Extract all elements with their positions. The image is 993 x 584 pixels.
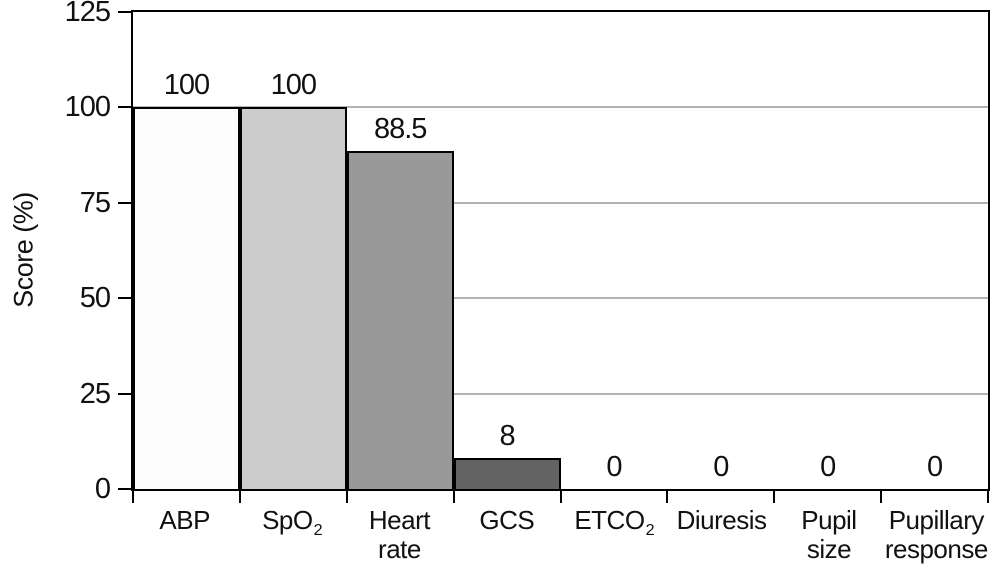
- x-label-line1: Pupillary: [888, 505, 985, 535]
- y-tick-label-100: 100: [64, 91, 111, 124]
- bar-gcs: [453, 458, 561, 489]
- bars-container: 100 100 88.5 8 0 0 0 0: [133, 12, 988, 489]
- y-tick-label-50: 50: [79, 282, 111, 315]
- x-tick-1: [238, 489, 241, 503]
- x-label-diuresis: Diuresis: [668, 506, 775, 535]
- bar-spo2: [239, 107, 347, 489]
- x-label-line1: Pupil: [801, 505, 857, 535]
- x-label-line1: Diuresis: [676, 505, 767, 535]
- bar-value-pupillary-response: 0: [926, 451, 943, 483]
- x-tick-0: [132, 489, 134, 503]
- x-label-etco2: ETCO2: [561, 505, 668, 540]
- x-label-subscript: 2: [645, 521, 655, 540]
- x-label-line1: GCS: [479, 505, 535, 535]
- plot-area: 100 100 88.5 8 0 0 0 0: [131, 10, 990, 491]
- bar-abp: [133, 107, 240, 489]
- bar-value-heart-rate: 88.5: [373, 113, 427, 146]
- x-label-pupillary-response: Pupillary response: [883, 506, 990, 564]
- gridline-100: [133, 106, 988, 109]
- x-label-line1: SpO: [262, 505, 313, 535]
- x-axis-labels: ABP SpO2 Heart rate GCS ETCO2 Diuresis Pupil siz…: [131, 506, 990, 576]
- x-label-line1: ETCO: [574, 505, 645, 535]
- bar-value-gcs: 8: [499, 420, 515, 453]
- bar-value-diuresis: 0: [713, 451, 729, 483]
- y-tick-label-125: 125: [64, 0, 111, 28]
- bar-slot-pupil-size: 0: [774, 12, 881, 489]
- y-tick-label-75: 75: [79, 186, 111, 219]
- x-label-subscript: 2: [313, 521, 323, 540]
- gridline-25: [133, 392, 988, 395]
- x-label-line2: rate: [378, 534, 421, 564]
- bar-slot-pupillary-response: 0: [881, 12, 988, 489]
- x-label-gcs: GCS: [453, 506, 560, 535]
- x-tick-4: [559, 489, 562, 503]
- bar-slot-diuresis: 0: [667, 12, 774, 489]
- y-tick-125: [118, 11, 133, 13]
- x-label-spo2: SpO2: [238, 505, 345, 540]
- bar-value-etco2: 0: [606, 451, 622, 483]
- x-tick-7: [880, 489, 883, 503]
- x-label-line1: ABP: [159, 505, 210, 535]
- x-label-line1: Heart: [368, 505, 431, 535]
- y-tick-75: [118, 201, 133, 204]
- x-tick-6: [773, 489, 776, 503]
- x-label-line2: size: [806, 534, 852, 564]
- x-label-heart-rate: Heart rate: [346, 506, 453, 564]
- y-tick-0: [118, 488, 133, 490]
- bar-heart-rate: [346, 151, 454, 489]
- bar-slot-abp: 100: [133, 12, 240, 489]
- gridline-50: [133, 297, 988, 300]
- bar-value-pupil-size: 0: [820, 451, 836, 483]
- bar-value-spo2: 100: [270, 69, 317, 102]
- gridline-75: [133, 201, 988, 204]
- y-tick-label-0: 0: [94, 473, 111, 505]
- y-tick-50: [118, 297, 133, 300]
- bar-slot-heart-rate: 88.5: [346, 12, 454, 489]
- y-tick-100: [118, 106, 133, 109]
- x-label-abp: ABP: [131, 506, 238, 535]
- x-tick-5: [666, 489, 669, 503]
- y-tick-25: [118, 392, 133, 395]
- x-label-line2: response: [884, 534, 988, 564]
- x-tick-8: [987, 489, 989, 503]
- x-tick-3: [452, 489, 455, 503]
- bar-slot-gcs: 8: [453, 12, 561, 489]
- bar-slot-etco2: 0: [561, 12, 668, 489]
- bar-slot-spo2: 100: [239, 12, 347, 489]
- y-tick-label-25: 25: [79, 377, 111, 410]
- bar-value-abp: 100: [163, 69, 210, 102]
- x-label-pupil-size: Pupil size: [775, 506, 882, 564]
- x-tick-2: [345, 489, 348, 503]
